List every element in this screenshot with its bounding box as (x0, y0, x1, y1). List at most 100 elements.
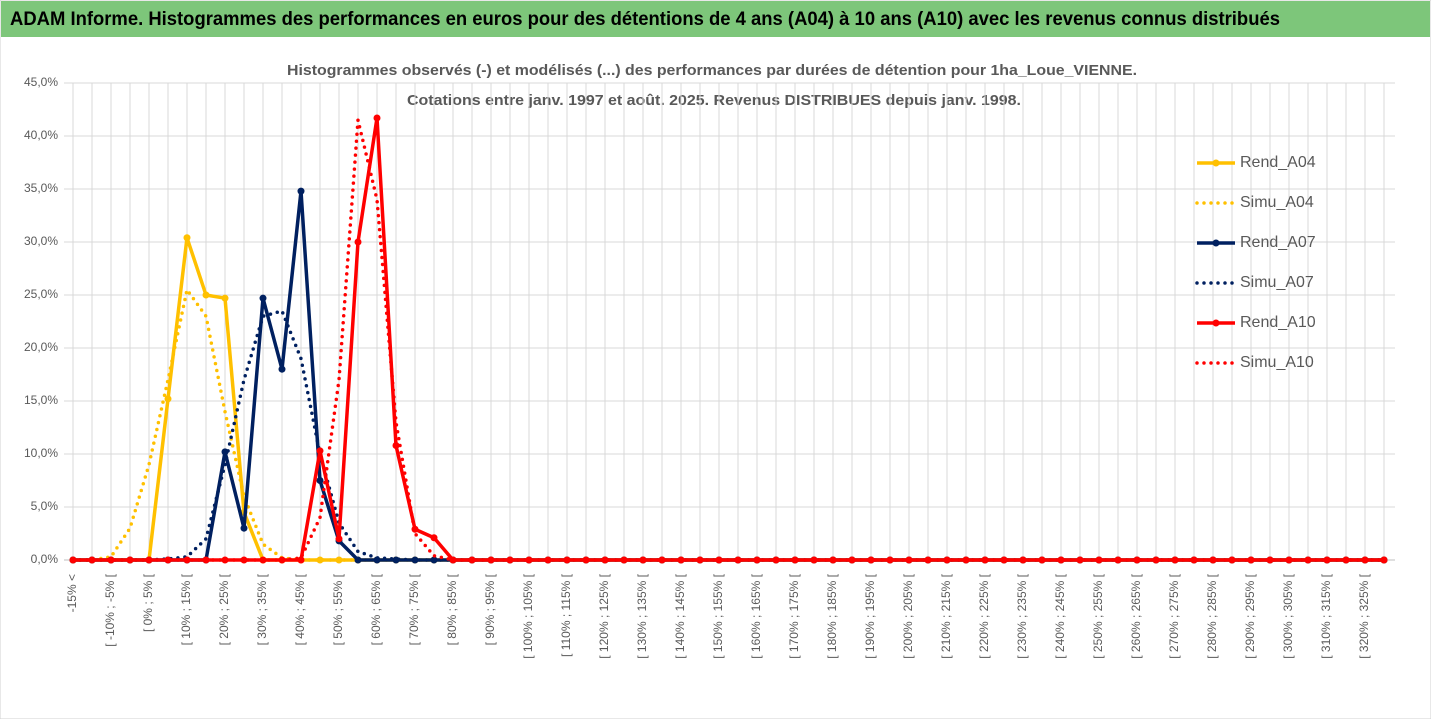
point (1209, 556, 1217, 564)
point (715, 556, 723, 564)
x-tick-label: [ 10% ; 15% [ (179, 573, 193, 645)
point (1076, 556, 1084, 564)
y-tick-label: 20,0% (24, 340, 58, 354)
x-tick-label: [ 40% ; 45% [ (293, 573, 307, 645)
point (297, 187, 305, 195)
point (316, 556, 324, 564)
y-tick-label: 15,0% (24, 393, 58, 407)
x-tick-label: [ 320% ; 325% [ (1357, 573, 1371, 658)
point (943, 556, 951, 564)
y-tick-label: 35,0% (24, 181, 58, 195)
x-tick-label: [ 220% ; 225% [ (977, 573, 991, 658)
point (164, 395, 172, 403)
point (1057, 556, 1065, 564)
x-tick-label: [ 290% ; 295% [ (1243, 573, 1257, 658)
point (202, 291, 210, 299)
x-tick-label: [ 280% ; 285% [ (1205, 573, 1219, 658)
point (316, 477, 324, 484)
x-tick-label: [ 170% ; 175% [ (787, 573, 801, 658)
x-tick-label: [ 160% ; 165% [ (749, 573, 763, 658)
point (1380, 556, 1388, 564)
point (848, 556, 856, 564)
x-tick-label: [ 130% ; 135% [ (635, 573, 649, 658)
point (373, 114, 381, 122)
point (240, 524, 248, 532)
x-tick-label: [ 80% ; 85% [ (445, 573, 459, 645)
x-tick-label: [ 50% ; 55% [ (331, 573, 345, 645)
point (221, 294, 229, 302)
point (392, 442, 400, 450)
x-tick-label: [ 150% ; 155% [ (711, 573, 725, 658)
legend-marker (1212, 319, 1220, 327)
x-tick-label: [ 90% ; 95% [ (483, 573, 497, 645)
legend-label: Rend_A04 (1240, 154, 1316, 171)
x-tick-label: [ 110% ; 115% [ (559, 573, 573, 657)
x-tick-label: [ 190% ; 195% [ (863, 573, 877, 658)
point (582, 556, 590, 564)
x-tick-label: [ 240% ; 245% [ (1053, 573, 1067, 658)
banner-title: ADAM Informe. Histogrammes des performan… (10, 9, 1280, 30)
point (1342, 556, 1350, 564)
x-tick-label: [ 210% ; 215% [ (939, 573, 953, 658)
legend-label: Rend_A07 (1240, 234, 1316, 251)
x-tick-label: [ 140% ; 145% [ (673, 573, 687, 658)
y-tick-label: 40,0% (24, 128, 58, 142)
point (88, 556, 96, 564)
point (658, 556, 666, 564)
point (164, 556, 172, 564)
point (430, 534, 438, 542)
point (316, 447, 324, 455)
legend-marker (1212, 239, 1220, 247)
x-tick-label: [ 0% ; 5% [ (141, 573, 155, 632)
x-tick-label: [ 260% ; 265% [ (1129, 573, 1143, 658)
chart-subtitle: Cotations entre janv. 1997 et août. 2025… (407, 92, 1021, 109)
x-tick-label: [ 200% ; 205% [ (901, 573, 915, 658)
point (240, 556, 248, 564)
point (221, 556, 229, 564)
point (183, 556, 191, 564)
y-tick-label: 5,0% (31, 499, 59, 513)
chart-title: Histogrammes observés (-) et modélisés (… (287, 62, 1137, 79)
point (1000, 556, 1008, 564)
x-tick-label: [ 60% ; 65% [ (369, 573, 383, 645)
point (544, 556, 552, 564)
point (1247, 556, 1255, 564)
legend-label: Simu_A10 (1240, 354, 1314, 371)
point (354, 238, 362, 246)
point (1323, 556, 1331, 564)
x-tick-label: [ 70% ; 75% [ (407, 573, 421, 645)
banner (1, 1, 1430, 37)
x-tick-label: [ 20% ; 25% [ (217, 573, 231, 645)
legend-label: Rend_A10 (1240, 314, 1316, 331)
x-tick-label: [ 100% ; 105% [ (521, 573, 535, 658)
point (791, 556, 799, 564)
x-tick-label: [ 310% ; 315% [ (1319, 573, 1333, 658)
point (183, 234, 191, 242)
legend-marker (1212, 159, 1220, 167)
point (810, 556, 818, 564)
point (677, 556, 685, 564)
point (1190, 556, 1198, 564)
x-tick-label: [ -10% ; -5% [ (103, 573, 117, 646)
point (981, 556, 989, 564)
y-tick-label: 10,0% (24, 446, 58, 460)
x-tick-label: [ 180% ; 185% [ (825, 573, 839, 658)
point (1114, 556, 1122, 564)
y-tick-label: 0,0% (31, 552, 59, 566)
point (525, 556, 533, 564)
point (867, 556, 875, 564)
point (335, 535, 343, 543)
point (278, 365, 286, 373)
x-tick-label: [ 30% ; 35% [ (255, 573, 269, 645)
point (259, 294, 267, 302)
point (734, 556, 742, 564)
legend-label: Simu_A07 (1240, 274, 1314, 291)
point (449, 556, 457, 564)
x-tick-label: [ 250% ; 255% [ (1091, 573, 1105, 658)
y-tick-label: 30,0% (24, 234, 58, 248)
point (411, 556, 419, 564)
legend-label: Simu_A04 (1240, 194, 1314, 211)
point (468, 556, 476, 564)
point (1133, 556, 1141, 564)
